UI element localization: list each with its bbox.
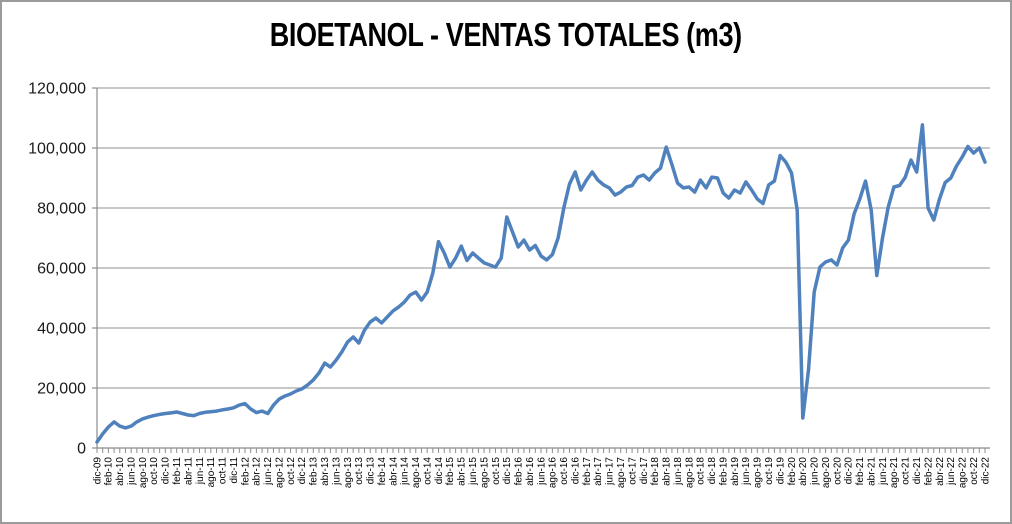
x-tick-label: dic-18: [707, 457, 718, 485]
x-tick-label: oct-12: [286, 457, 297, 485]
x-tick-label: ago-17: [616, 457, 627, 489]
x-tick-label: dic-15: [502, 457, 513, 485]
x-tick-label: dic-17: [639, 457, 650, 485]
x-tick-label: feb-10: [104, 457, 115, 486]
x-tick-label: dic-20: [844, 457, 855, 485]
x-tick-label: abr-12: [252, 457, 263, 486]
chart-title: BIOETANOL - VENTAS TOTALES (m3): [0, 16, 1012, 54]
x-tick-label: dic-22: [980, 457, 991, 485]
x-tick-label: oct-11: [218, 457, 229, 484]
x-tick-label: feb-11: [172, 457, 183, 485]
x-tick-label: dic-10: [161, 457, 172, 485]
y-tick-label: 120,000: [28, 81, 86, 98]
x-tick-label: abr-19: [730, 457, 741, 486]
x-tick-label: ago-14: [411, 457, 422, 489]
x-tick-label: dic-12: [297, 457, 308, 485]
x-tick-label: ago-18: [684, 457, 695, 489]
x-tick-label: dic-19: [775, 457, 786, 485]
x-tick-label: oct-18: [696, 457, 707, 485]
x-tick-label: feb-22: [923, 457, 934, 486]
x-tick-label: oct-17: [627, 457, 638, 485]
x-tick-label: abr-20: [798, 457, 809, 486]
x-tick-label: jun-15: [468, 457, 479, 486]
y-tick-label: 20,000: [37, 381, 86, 398]
x-tick-label: ago-13: [343, 457, 354, 489]
x-tick-label: abr-11: [183, 457, 194, 486]
x-tick-label: ago-16: [548, 457, 559, 489]
x-tick-label: ago-20: [821, 457, 832, 489]
y-tick-label: 100,000: [28, 141, 86, 158]
chart-title-text: BIOETANOL - VENTAS TOTALES (m3): [270, 16, 742, 53]
x-tick-label: jun-10: [126, 457, 137, 486]
x-tick-label: jun-20: [810, 457, 821, 486]
x-tick-label: feb-21: [855, 457, 866, 486]
x-tick-label: oct-13: [354, 457, 365, 485]
x-tick-label: feb-18: [650, 457, 661, 486]
x-tick-label: oct-22: [969, 457, 980, 485]
y-tick-label: 60,000: [37, 261, 86, 278]
x-tick-label: ago-12: [274, 457, 285, 489]
x-tick-label: ago-11: [206, 457, 217, 488]
x-tick-label: jun-13: [331, 457, 342, 486]
x-tick-label: ago-22: [958, 457, 969, 489]
x-tick-label: oct-16: [559, 457, 570, 485]
x-tick-label: ago-21: [889, 457, 900, 489]
x-tick-label: abr-15: [457, 457, 468, 486]
x-tick-label: jun-21: [878, 457, 889, 486]
x-tick-label: abr-13: [320, 457, 331, 486]
ventas-line-series: [95, 123, 987, 444]
x-tick-label: feb-20: [787, 457, 798, 486]
x-tick-label: dic-14: [434, 457, 445, 485]
y-tick-label: 40,000: [37, 321, 86, 338]
x-tick-label: abr-18: [662, 457, 673, 486]
x-tick-label: abr-21: [866, 457, 877, 486]
x-tick-label: dic-11: [229, 457, 240, 484]
x-tick-label: feb-16: [514, 457, 525, 486]
x-tick-label: ago-19: [753, 457, 764, 489]
x-tick-label: abr-17: [593, 457, 604, 486]
x-tick-label: jun-12: [263, 457, 274, 486]
x-tick-label: ago-15: [479, 457, 490, 489]
x-tick-label: jun-19: [741, 457, 752, 486]
x-tick-label: feb-13: [309, 457, 320, 486]
x-tick-label: jun-22: [946, 457, 957, 486]
x-tick-label: jun-16: [536, 457, 547, 486]
y-tick-label: 80,000: [37, 201, 86, 218]
x-tick-label: dic-13: [366, 457, 377, 485]
x-tick-label: jun-18: [673, 457, 684, 486]
x-tick-label: abr-16: [525, 457, 536, 486]
y-tick-label: 0: [77, 441, 86, 458]
x-tick-label: ago-10: [138, 457, 149, 489]
x-tick-label: dic-09: [92, 457, 103, 485]
x-tick-label: oct-20: [832, 457, 843, 485]
x-tick-label: feb-19: [718, 457, 729, 486]
x-tick-label: jun-17: [605, 457, 616, 486]
x-tick-label: abr-10: [115, 457, 126, 486]
x-tick-label: feb-12: [240, 457, 251, 486]
x-tick-label: abr-22: [935, 457, 946, 486]
x-tick-label: oct-10: [149, 457, 160, 485]
x-tick-label: feb-17: [582, 457, 593, 486]
x-tick-label: oct-15: [491, 457, 502, 485]
x-tick-label: oct-19: [764, 457, 775, 485]
x-tick-label: oct-21: [901, 457, 912, 485]
x-tick-label: abr-14: [388, 457, 399, 486]
x-tick-label: jun-14: [400, 457, 411, 486]
x-tick-label: dic-16: [570, 457, 581, 485]
x-tick-label: feb-14: [377, 457, 388, 486]
x-tick-label: dic-21: [912, 457, 923, 485]
x-tick-label: oct-14: [422, 457, 433, 485]
x-tick-label: feb-15: [445, 457, 456, 486]
x-tick-label: jun-11: [195, 457, 206, 485]
